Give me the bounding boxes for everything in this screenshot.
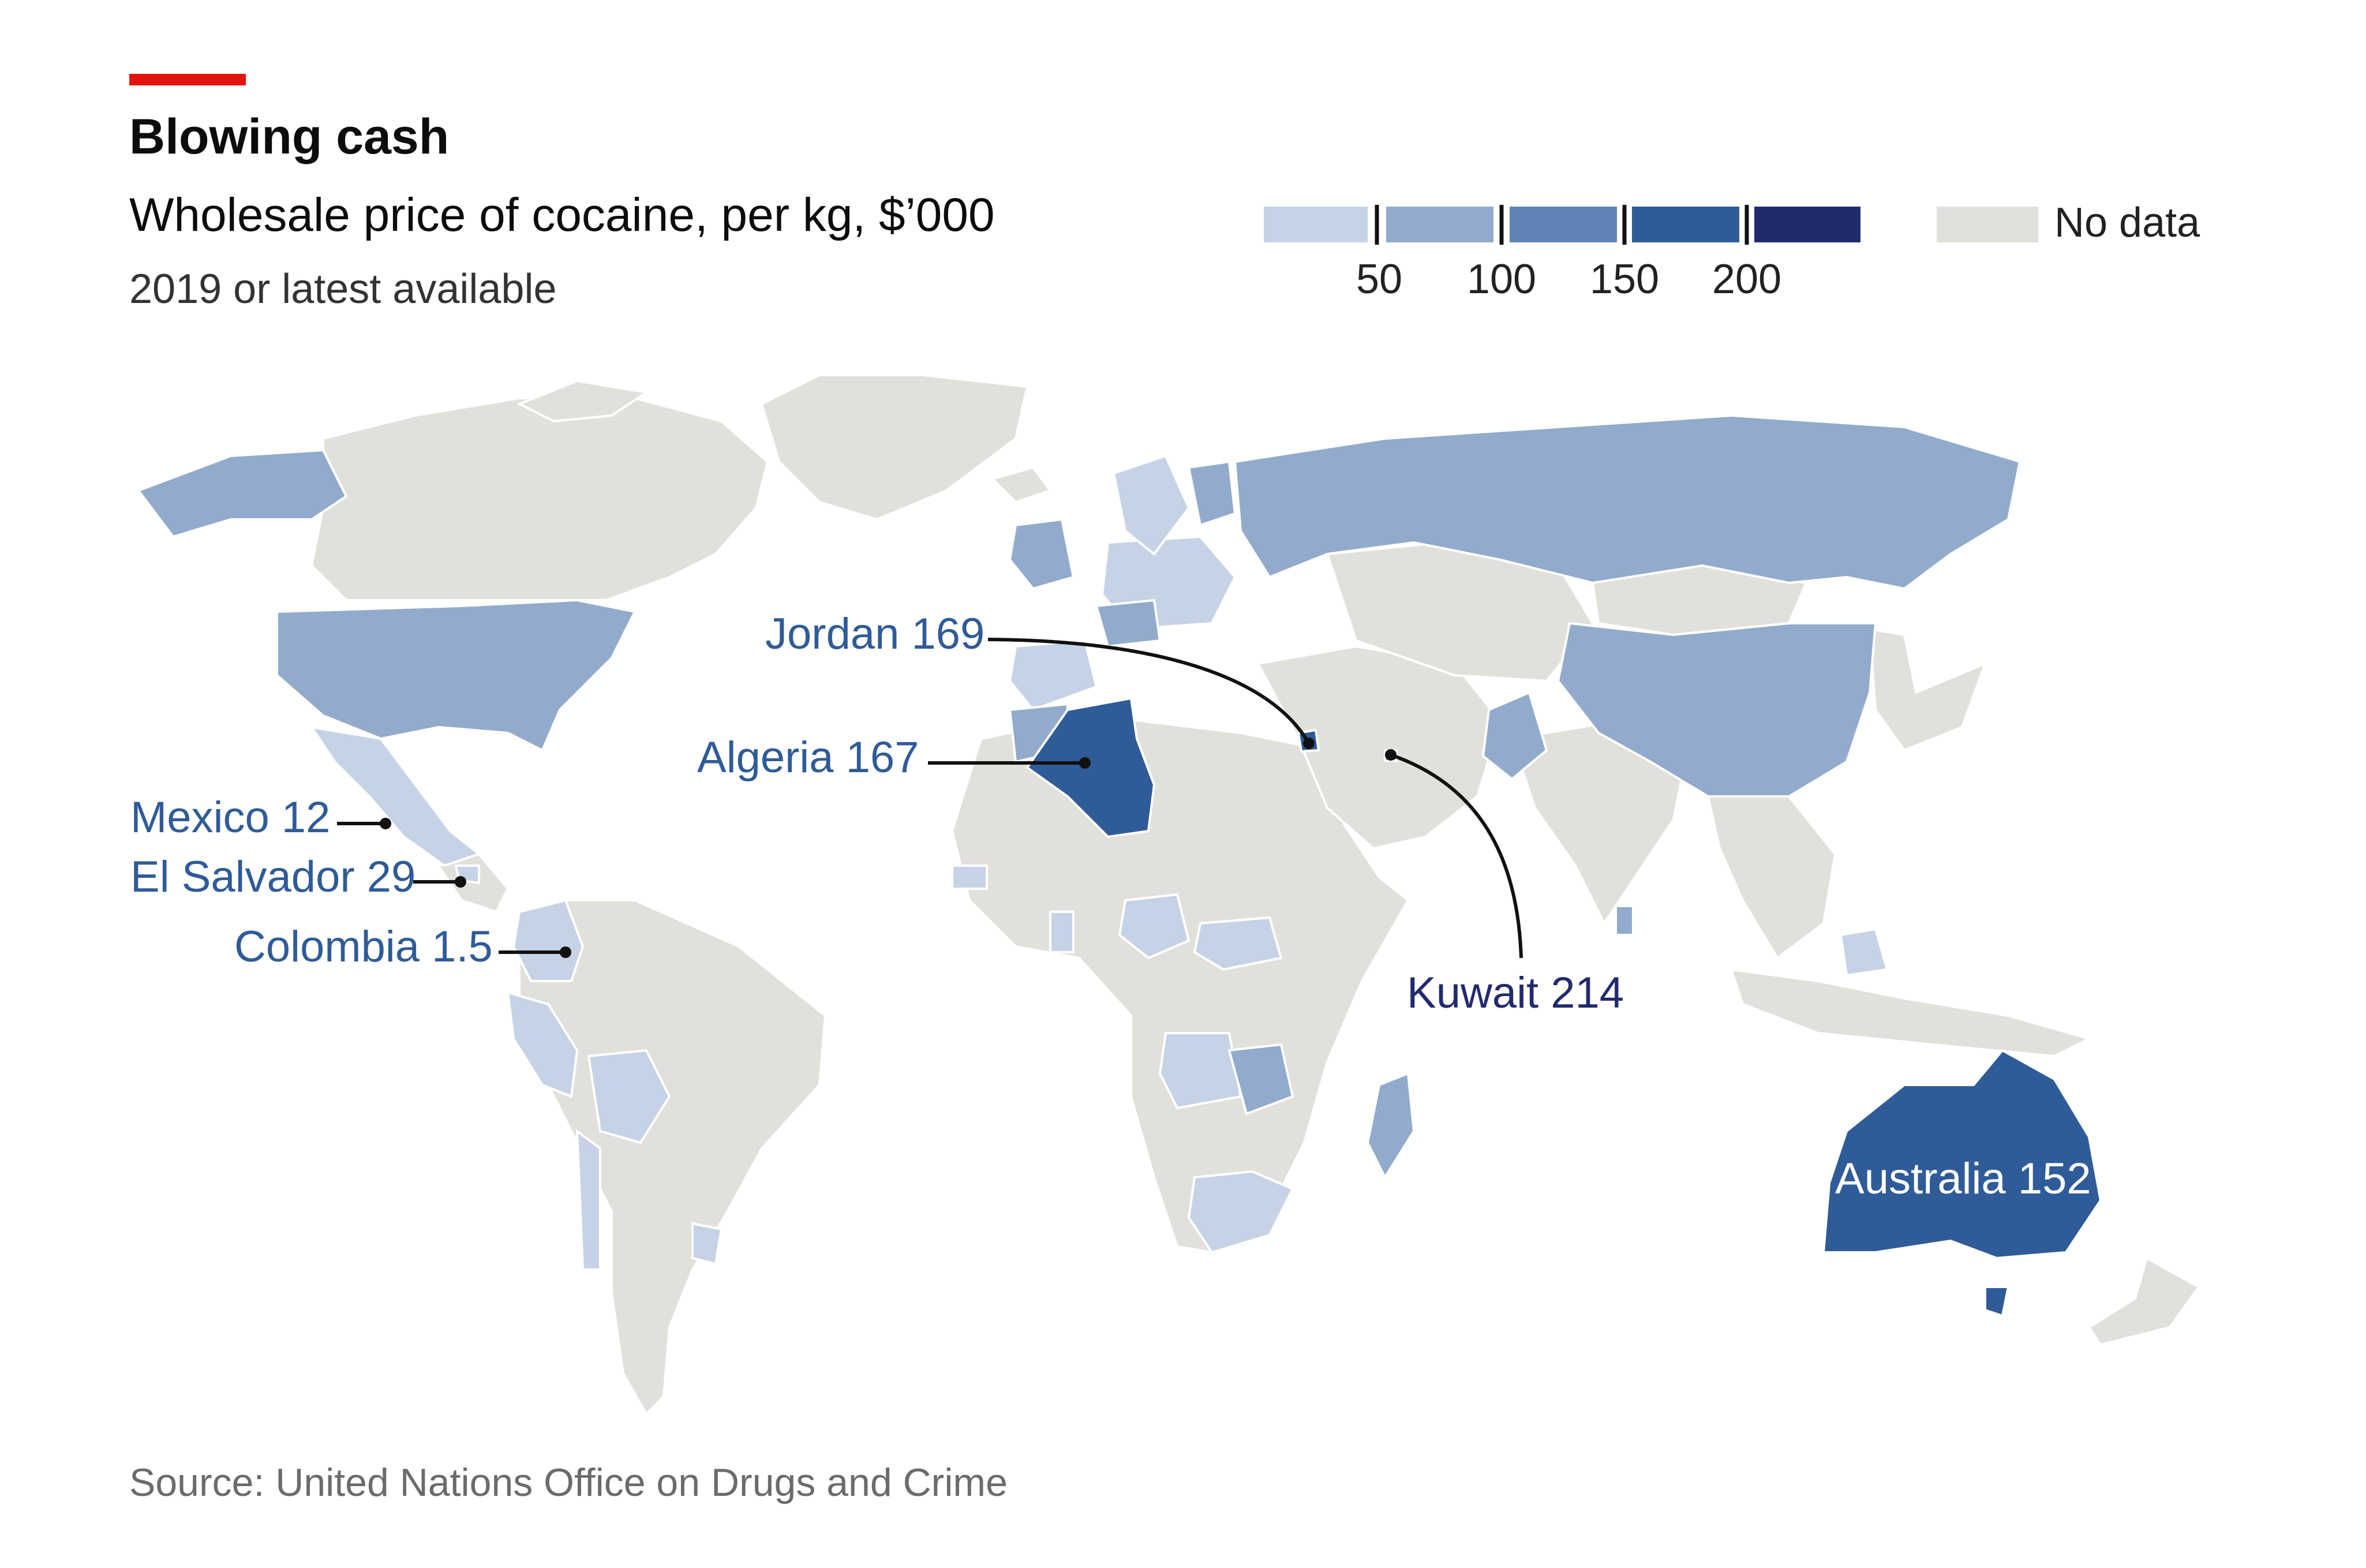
jordan-callout-line xyxy=(987,638,1311,744)
land-no-data xyxy=(310,374,2200,1416)
country-china xyxy=(1556,622,1877,798)
chart-subtitle: Wholesale price of cocaine, per kg, $’00… xyxy=(129,189,995,241)
legend-no-data-label: No data xyxy=(2054,200,2200,246)
country-madagascar xyxy=(1366,1072,1416,1180)
callouts: Jordan 169 Algeria 167 Mexico 12 El Salv… xyxy=(130,609,2091,1203)
label-kuwait: Kuwait 214 xyxy=(1407,968,1624,1017)
country-bolivia xyxy=(587,1049,671,1144)
legend-bin-1 xyxy=(1264,207,1368,242)
country-alaska xyxy=(136,448,348,538)
region-indonesia xyxy=(1729,968,2092,1058)
country-zambia-region xyxy=(1227,1043,1294,1116)
country-south-africa xyxy=(1187,1170,1294,1254)
country-new-zealand xyxy=(2087,1256,2200,1346)
country-canada xyxy=(310,397,769,601)
el-salvador-callout-dot xyxy=(455,876,466,888)
label-colombia: Colombia 1.5 xyxy=(234,922,493,971)
country-angola xyxy=(1158,1032,1242,1110)
legend-no-data-swatch xyxy=(1937,207,2038,242)
region-japan-korea xyxy=(1868,627,1987,752)
country-philippines-region xyxy=(1839,927,1889,977)
country-algeria xyxy=(1025,697,1156,839)
country-colombia xyxy=(512,899,585,982)
country-greenland xyxy=(760,374,1029,521)
country-chile-north xyxy=(575,1128,601,1271)
legend-bin-3 xyxy=(1510,207,1617,242)
label-australia: Australia 152 xyxy=(1835,1154,2091,1203)
label-mexico: Mexico 12 xyxy=(130,793,330,842)
kuwait-callout-line xyxy=(1390,753,1523,959)
country-mexico xyxy=(309,725,482,867)
bin-0-50 xyxy=(309,454,1889,1271)
country-finland xyxy=(1187,460,1237,527)
country-pakistan xyxy=(1481,691,1548,781)
legend-bin-5 xyxy=(1754,207,1860,242)
arctic-islands xyxy=(516,379,650,423)
kuwait-callout-dot xyxy=(1385,749,1397,761)
bin-150-200 xyxy=(1025,697,2102,1318)
country-sweden-norway xyxy=(1112,454,1191,556)
country-spain-portugal xyxy=(1008,639,1098,712)
algeria-callout-dot xyxy=(1079,757,1091,769)
brand-red-bar xyxy=(129,74,246,85)
country-ghana-region xyxy=(1049,911,1075,953)
jordan-callout-dot xyxy=(1303,738,1315,749)
colombia-callout-dot xyxy=(560,946,571,958)
chart-period: 2019 or latest available xyxy=(129,266,557,312)
legend-bin-2 xyxy=(1386,207,1493,242)
region-southeast-asia xyxy=(1706,795,1837,960)
label-jordan: Jordan 169 xyxy=(765,609,984,658)
country-tasmania xyxy=(1984,1286,2010,1318)
label-algeria: Algeria 167 xyxy=(697,733,919,782)
country-australia xyxy=(1822,1049,2102,1260)
chart-title: Blowing cash xyxy=(129,109,450,164)
country-kenya-region xyxy=(1193,916,1283,971)
bin-50-100 xyxy=(136,414,2021,1180)
mexico-callout-dot xyxy=(380,818,391,829)
europe-central-mid xyxy=(1095,598,1162,648)
country-uruguay xyxy=(691,1222,723,1266)
country-united-states xyxy=(276,598,637,752)
source-note: Source: United Nations Office on Drugs a… xyxy=(129,1461,1008,1505)
country-russia xyxy=(1233,414,2021,590)
country-uk-ireland xyxy=(1008,518,1075,590)
label-el-salvador: El Salvador 29 xyxy=(130,852,415,901)
country-peru xyxy=(506,991,579,1098)
legend: 50 100 150 200 No data xyxy=(1264,200,2200,302)
legend-bin-4 xyxy=(1632,207,1739,242)
legend-label-200: 200 xyxy=(1712,256,1781,302)
country-sri-lanka xyxy=(1615,905,1634,936)
country-senegal-region xyxy=(951,865,988,890)
country-iceland xyxy=(990,466,1053,504)
legend-label-50: 50 xyxy=(1356,256,1402,302)
country-nigeria xyxy=(1118,893,1191,960)
legend-label-100: 100 xyxy=(1467,256,1536,302)
legend-label-150: 150 xyxy=(1590,256,1659,302)
